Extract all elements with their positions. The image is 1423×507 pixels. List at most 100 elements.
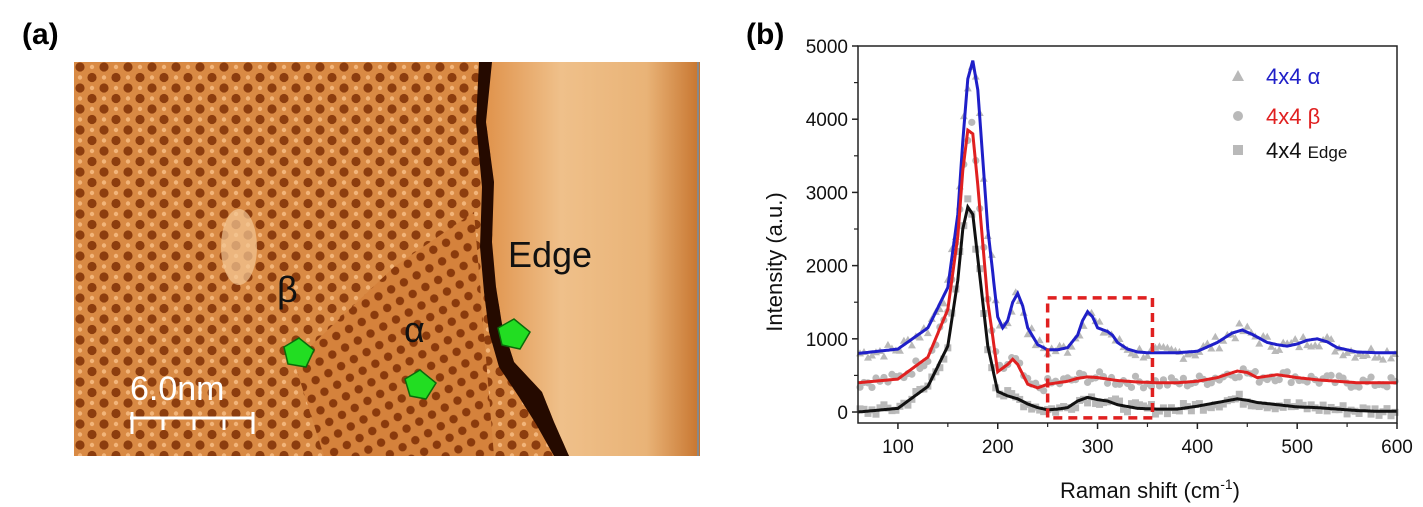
series-2-marker <box>1219 400 1227 408</box>
series-line-1 <box>857 127 1397 390</box>
series-2-marker <box>1383 405 1391 413</box>
x-tick-label: 300 <box>1082 437 1114 458</box>
series-2-marker <box>1315 406 1323 414</box>
series-2-marker <box>1096 400 1104 408</box>
series-2-marker <box>1215 403 1223 411</box>
x-tick-label: 500 <box>1281 437 1313 458</box>
series-0-marker <box>1023 330 1032 338</box>
series-0-marker <box>1179 354 1188 362</box>
legend-marker-2 <box>1233 145 1243 155</box>
series-0-marker <box>1267 342 1276 350</box>
series-2-marker <box>1359 404 1367 412</box>
x-tick-label: 200 <box>982 437 1014 458</box>
series-0-marker <box>1207 344 1216 352</box>
series-1-marker <box>1103 379 1112 387</box>
series-2-marker <box>1207 404 1215 412</box>
series-2-marker <box>1163 410 1171 418</box>
series-2-marker <box>1052 408 1060 416</box>
series-2-marker <box>1028 405 1036 413</box>
series-2-marker <box>1108 397 1116 405</box>
step-edge <box>476 62 569 456</box>
series-2-marker <box>1020 403 1028 411</box>
beta-site-marker <box>283 337 315 368</box>
series-1-marker <box>1040 387 1048 395</box>
panel-a-label: (a) <box>22 18 59 51</box>
y-tick-label: 5000 <box>806 37 848 58</box>
series-0-marker <box>1375 353 1384 361</box>
series-2-marker <box>1092 400 1100 408</box>
series-0-marker <box>1387 354 1396 362</box>
raman-chart: 100 200 300 400 500 600010002000300040005000 … <box>762 37 1413 503</box>
series-2-marker <box>1116 397 1124 405</box>
series-2-marker <box>1004 387 1012 395</box>
series-2-marker <box>1008 390 1016 398</box>
series-2-marker <box>1299 401 1307 409</box>
series-0-marker <box>1263 332 1272 340</box>
series-1-marker <box>1355 383 1363 391</box>
series-1-marker <box>1127 383 1136 391</box>
series-2-marker <box>1343 410 1351 418</box>
series-2-marker <box>1235 390 1243 398</box>
series-2-marker <box>1239 400 1247 408</box>
beta-label: β <box>277 269 298 310</box>
alpha-site-marker <box>404 369 437 400</box>
series-0-marker <box>907 341 916 349</box>
series-2-marker <box>1251 402 1259 410</box>
series-1-marker <box>1339 374 1347 382</box>
series-0-marker <box>1331 347 1340 355</box>
series-2-marker <box>1175 407 1183 415</box>
series-2-marker <box>1363 405 1371 413</box>
series-2-marker <box>1135 401 1143 409</box>
series-0-marker <box>1351 353 1360 361</box>
series-0-marker <box>1231 334 1240 342</box>
series-0-marker <box>883 340 892 348</box>
series-2-marker <box>1127 400 1135 408</box>
series-0-marker <box>1315 342 1324 350</box>
series-2-marker <box>1060 403 1068 411</box>
series-0-marker <box>1035 336 1044 344</box>
series-1-marker <box>1207 379 1215 387</box>
edge-label: Edge <box>508 234 592 275</box>
series-2-marker <box>1000 392 1008 400</box>
series-0-marker <box>1143 351 1152 359</box>
series-1-marker <box>1287 378 1295 387</box>
series-2-marker <box>1084 399 1092 407</box>
series-2-marker <box>1387 412 1395 420</box>
legend-marker-1 <box>1233 111 1243 121</box>
y-tick-label: 3000 <box>806 183 848 204</box>
scale-bar <box>130 412 255 434</box>
series-line-2 <box>857 203 1397 414</box>
series-2-marker <box>1187 407 1195 415</box>
series-2-marker <box>1100 399 1108 407</box>
x-tick-label: 100 <box>882 437 914 458</box>
series-2-marker <box>1243 398 1251 406</box>
series-2-marker <box>916 385 924 393</box>
series-0-marker <box>867 351 876 359</box>
series-2-marker <box>1072 404 1080 412</box>
series-2-marker <box>876 404 884 412</box>
series-1-marker <box>1179 374 1187 382</box>
series-0-marker <box>1323 332 1332 340</box>
series-0-marker <box>863 353 872 361</box>
series-2-marker <box>1355 409 1363 417</box>
series-2-marker <box>1131 399 1139 407</box>
series-2-marker <box>892 406 900 414</box>
series-1-marker <box>968 118 976 126</box>
y-tick-label: 4000 <box>806 110 848 131</box>
plot-frame <box>857 45 1398 424</box>
series-2-marker <box>964 195 972 203</box>
scale-bar-label: 6.0nm <box>130 370 225 408</box>
series-2-marker <box>940 355 948 363</box>
x-tick-label: 600 <box>1381 437 1413 458</box>
series-0-marker <box>1295 343 1304 351</box>
x-axis-label-exponent: -1 <box>1220 476 1233 492</box>
series-1-marker <box>1131 372 1140 380</box>
series-2-marker <box>880 401 888 409</box>
series-2-marker <box>1139 402 1147 410</box>
y-axis-label: Intensity (a.u.) <box>762 192 787 331</box>
series-2-marker <box>1199 406 1207 414</box>
series-0-marker <box>895 346 904 354</box>
y-tick-label: 1000 <box>806 330 848 351</box>
legend-label-2: 4x4 Edge <box>1266 138 1347 163</box>
series-0-marker <box>1291 335 1300 343</box>
